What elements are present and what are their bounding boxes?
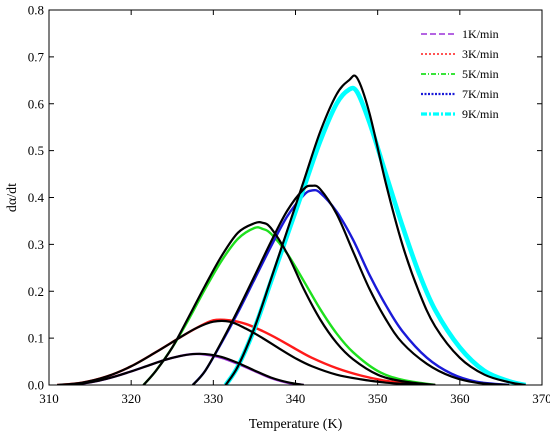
y-tick-label: 0.4 [28,190,45,205]
x-tick-label: 330 [204,391,224,406]
x-tick-label: 340 [286,391,306,406]
y-tick-label: 0.1 [28,331,44,346]
y-tick-label: 0.5 [28,143,44,158]
y-tick-label: 0.3 [28,237,44,252]
x-tick-label: 350 [368,391,388,406]
series-line-7k-min [191,188,510,385]
x-tick-label: 310 [39,391,59,406]
y-tick-label: 0.0 [28,378,44,393]
series-line-9k-min [223,85,527,385]
y-tick-label: 0.8 [28,3,44,18]
fit-line-7k-min [191,184,510,385]
y-tick-label: 0.2 [28,284,44,299]
y-tick-label: 0.7 [28,49,45,64]
legend-label-3k-min: 3K/min [462,47,499,61]
legend: 1K/min 3K/min 5K/min 7K/min 9K/min [421,27,499,121]
x-tick-label: 360 [450,391,470,406]
fit-line-1k-min [65,352,304,385]
x-tick-label: 370 [532,391,550,406]
x-tick-label: 320 [121,391,141,406]
legend-label-1k-min: 1K/min [462,27,499,41]
fit-line-3k-min [57,319,436,385]
legend-label-9k-min: 9K/min [462,107,499,121]
fit-line-9k-min [224,74,526,385]
y-tick-label: 0.6 [28,96,45,111]
legend-label-5k-min: 5K/min [462,67,499,81]
y-axis-title: dα/dt [5,183,20,212]
legend-label-7k-min: 7K/min [462,87,499,101]
fit-line-5k-min [142,221,436,385]
x-axis-title: Temperature (K) [249,417,343,432]
series-line-5k-min [142,226,436,385]
